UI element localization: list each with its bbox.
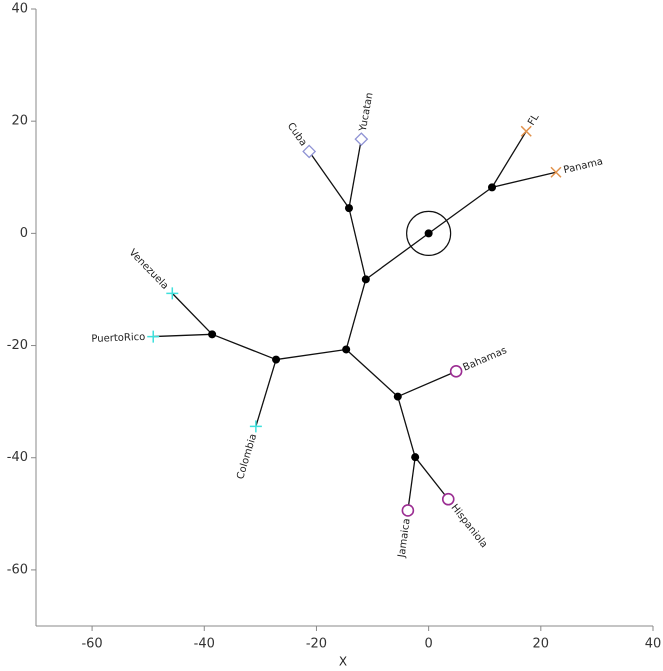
x-tick-label: -20 xyxy=(306,637,327,652)
x-tick-label: 20 xyxy=(533,637,550,652)
leaf-label: Yucatan xyxy=(358,92,376,134)
y-tick-label: -60 xyxy=(7,562,28,577)
y-tick-label: 0 xyxy=(20,226,28,241)
edge xyxy=(491,171,557,189)
y-tick-label: 40 xyxy=(11,2,28,17)
node xyxy=(272,355,281,364)
node xyxy=(411,453,420,462)
y-tick-label: 20 xyxy=(11,114,28,129)
leaf-marker xyxy=(441,492,455,506)
edge xyxy=(211,333,277,361)
root-ring xyxy=(406,210,452,256)
node xyxy=(344,204,353,213)
leaf-label: Bahamas xyxy=(461,345,508,374)
edge xyxy=(428,186,493,234)
edge xyxy=(171,292,213,335)
leaf-marker xyxy=(249,420,262,433)
y-tick-label: -20 xyxy=(7,338,28,353)
leaf-marker xyxy=(401,504,415,517)
edge xyxy=(275,348,347,361)
leaf-label: PuertoRico xyxy=(91,332,145,345)
node xyxy=(424,229,433,238)
node xyxy=(393,392,402,401)
x-tick-label: 0 xyxy=(424,637,432,652)
leaf-marker xyxy=(166,287,179,300)
edge xyxy=(397,370,457,398)
edge xyxy=(491,130,527,188)
leaf-marker xyxy=(354,132,369,147)
leaf-marker xyxy=(147,330,160,343)
leaf-label: Colombia xyxy=(235,433,259,481)
node xyxy=(208,330,217,339)
edge xyxy=(407,457,416,511)
edge xyxy=(414,456,449,500)
edge xyxy=(345,348,399,398)
node xyxy=(361,275,370,284)
leaf-label: FL xyxy=(526,112,542,128)
leaf-label: Panama xyxy=(563,156,605,176)
y-tick-label: -40 xyxy=(7,450,28,465)
edge xyxy=(365,232,430,280)
edge xyxy=(153,333,213,338)
edge xyxy=(397,396,416,458)
edge xyxy=(345,279,367,350)
leaf-marker xyxy=(449,365,463,378)
leaf-marker xyxy=(302,144,317,159)
x-tick-label: -60 xyxy=(81,637,102,652)
x-axis-label: X xyxy=(339,655,347,669)
edge xyxy=(348,207,367,280)
edge xyxy=(308,151,350,209)
leaf-label: Cuba xyxy=(285,121,309,148)
leaf-label: Jamaica xyxy=(396,518,412,559)
leaf-marker xyxy=(520,125,532,137)
leaf-label: Hispaniola xyxy=(448,502,489,550)
node xyxy=(342,345,351,354)
leaf-label: Venezuela xyxy=(127,247,171,291)
x-tick-label: 40 xyxy=(645,637,662,652)
edge xyxy=(348,139,362,209)
leaf-marker xyxy=(550,166,562,178)
x-tick-label: -40 xyxy=(194,637,215,652)
node xyxy=(488,183,497,192)
edge xyxy=(255,359,277,427)
